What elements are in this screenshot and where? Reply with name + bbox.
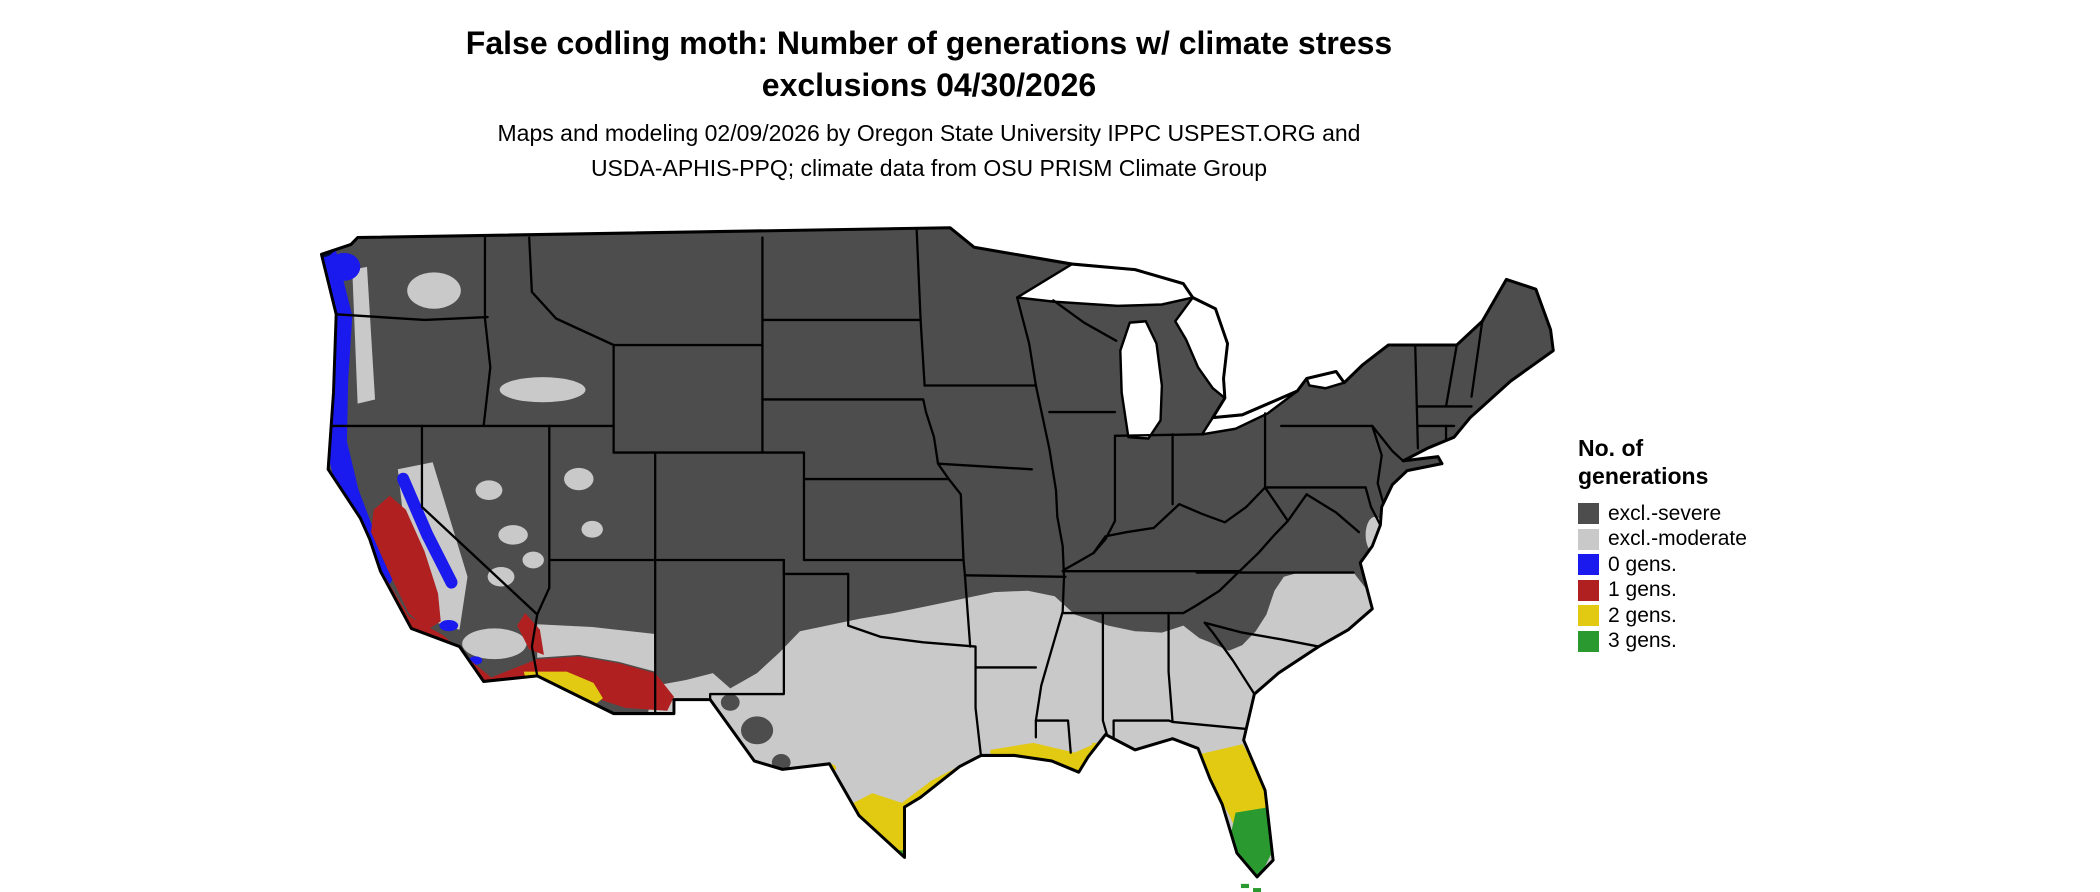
credit-line-2: USDA-APHIS-PPQ; climate data from OSU PR… bbox=[590, 155, 1268, 181]
legend-swatch-3-gens bbox=[1578, 630, 1599, 652]
legend-swatch-excl-severe bbox=[1578, 503, 1599, 525]
legend-label-1-gens: 1 gens. bbox=[1608, 578, 1677, 602]
title-line-1: False codling moth: Number of generation… bbox=[465, 25, 1393, 61]
legend-title-line-2: generations bbox=[1578, 463, 1709, 489]
legend-swatch-excl-moderate bbox=[1578, 528, 1599, 550]
legend-label-3-gens: 3 gens. bbox=[1608, 629, 1677, 653]
lake-michigan bbox=[1119, 320, 1164, 440]
map-title: False codling moth: Number of generation… bbox=[0, 22, 1858, 106]
credit-line-1: Maps and modeling 02/09/2026 by Oregon S… bbox=[497, 120, 1361, 146]
us-generations-map bbox=[304, 211, 1564, 892]
legend-label-0-gens: 0 gens. bbox=[1608, 552, 1677, 576]
map-credit: Maps and modeling 02/09/2026 by Oregon S… bbox=[0, 116, 1858, 186]
legend-label-excl-severe: excl.-severe bbox=[1608, 501, 1722, 525]
legend-swatch-0-gens bbox=[1578, 554, 1599, 576]
three-generations-region bbox=[899, 807, 1275, 877]
legend: No. of generations excl.-severe excl.-mo… bbox=[1578, 434, 1747, 654]
state-borders bbox=[326, 227, 1484, 757]
legend-items: excl.-severe excl.-moderate 0 gens. 1 ge… bbox=[1578, 501, 1747, 654]
legend-row-0-gens: 0 gens. bbox=[1578, 552, 1747, 578]
legend-row-3-gens: 3 gens. bbox=[1578, 629, 1747, 655]
legend-swatch-1-gens bbox=[1578, 579, 1599, 601]
legend-swatch-2-gens bbox=[1578, 605, 1599, 627]
legend-label-2-gens: 2 gens. bbox=[1608, 603, 1677, 627]
legend-row-2-gens: 2 gens. bbox=[1578, 603, 1747, 629]
title-line-2: exclusions 04/30/2026 bbox=[761, 67, 1097, 103]
legend-row-excl-moderate: excl.-moderate bbox=[1578, 527, 1747, 553]
legend-row-excl-severe: excl.-severe bbox=[1578, 501, 1747, 527]
legend-row-1-gens: 1 gens. bbox=[1578, 578, 1747, 604]
us-map-svg bbox=[319, 226, 1555, 892]
legend-title-line-1: No. of bbox=[1578, 435, 1644, 461]
severe-patches-west-texas bbox=[720, 694, 791, 771]
florida-keys bbox=[1240, 883, 1262, 892]
legend-label-excl-moderate: excl.-moderate bbox=[1608, 527, 1747, 551]
